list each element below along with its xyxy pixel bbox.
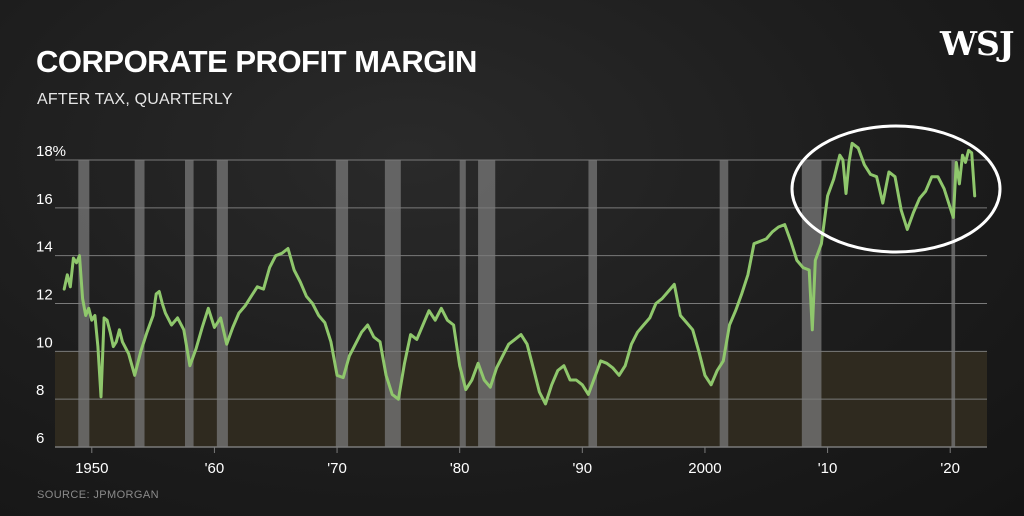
x-axis: 1950 '60 '70 '80 '90 2000 '10 '20 — [75, 447, 960, 477]
source-note: SOURCE: JPMORGAN — [37, 489, 159, 501]
y-tick-label: 16 — [36, 191, 53, 208]
y-tick-label: 12 — [36, 287, 53, 304]
y-tick-label: 8 — [36, 382, 44, 399]
y-tick-label: 10 — [36, 334, 53, 351]
x-tick-label: '80 — [450, 460, 470, 477]
x-tick-label: 1950 — [75, 460, 108, 477]
chart-title: CORPORATE PROFIT MARGIN — [36, 44, 477, 79]
chart-subtitle: AFTER TAX, QUARTERLY — [37, 91, 233, 108]
x-tick-label: '70 — [327, 460, 347, 477]
x-tick-label: '60 — [205, 460, 225, 477]
y-tick-label: 6 — [36, 430, 44, 447]
x-tick-label: '20 — [940, 460, 960, 477]
x-tick-label: '10 — [818, 460, 838, 477]
y-tick-label: 14 — [36, 239, 53, 256]
profit-margin-line — [62, 141, 977, 406]
x-tick-label: '90 — [573, 460, 593, 477]
wsj-logo: WSJ — [940, 24, 1015, 63]
x-tick-label: 2000 — [688, 460, 721, 477]
y-axis: 18% 16 14 12 10 8 6 — [36, 143, 66, 447]
y-tick-label: 18% — [36, 143, 66, 160]
highlight-circle — [790, 124, 1002, 254]
gridlines — [55, 159, 987, 448]
